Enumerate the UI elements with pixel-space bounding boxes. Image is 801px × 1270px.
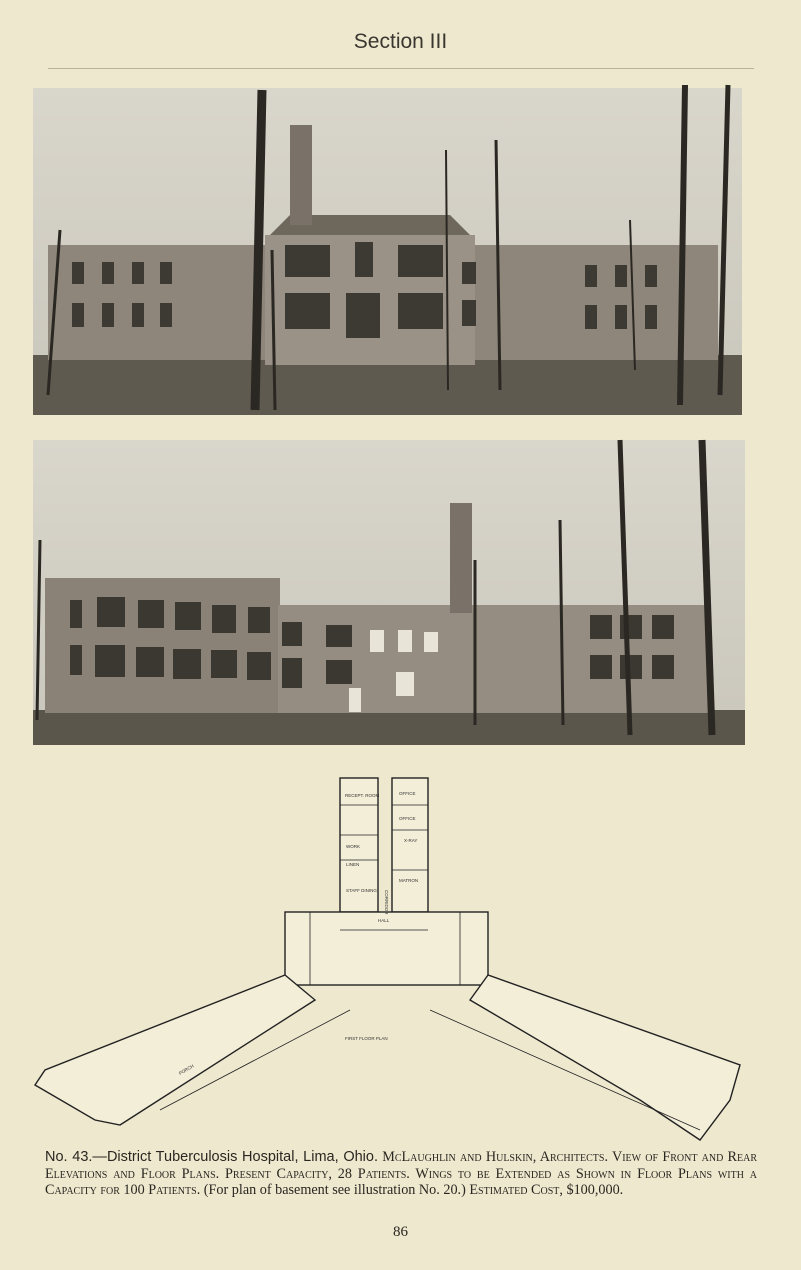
plan-label: LINEN	[346, 862, 359, 867]
plan-label: MATRON	[399, 878, 418, 883]
page-number: 86	[393, 1224, 408, 1240]
partitions	[159, 804, 701, 1131]
plan-label: OFFICE	[399, 816, 416, 821]
chimney	[450, 503, 472, 613]
ground	[33, 710, 745, 745]
trees	[46, 84, 731, 411]
caption-title: District Tuberculosis Hospital, Lima, Oh…	[106, 1149, 378, 1165]
left-wing	[34, 974, 317, 1126]
trees	[35, 439, 716, 736]
floor-plan	[34, 777, 741, 1141]
rear-photo	[33, 439, 745, 745]
caption-cost: Estimated Cost, $100,000.	[469, 1182, 624, 1198]
light-windows	[349, 630, 438, 712]
plan-label: OFFICE	[399, 791, 416, 796]
right-wing	[468, 974, 741, 1141]
cross-block	[284, 911, 489, 986]
plan-label: X-RAY	[404, 838, 417, 843]
plan-label: HALL	[378, 918, 390, 923]
front-photo	[33, 84, 742, 415]
illustrations: RECEPT. ROOM OFFICE OFFICE WORK X-RAY LI…	[33, 84, 745, 1141]
header-rule	[48, 68, 754, 69]
plan-label: STAFF DINING	[346, 888, 377, 893]
windows	[72, 242, 657, 338]
caption-text: McLaughlin and Hulskin, Architects. View…	[45, 1149, 758, 1198]
caption-number: No. 43.—	[45, 1149, 107, 1165]
caption: No. 43.—District Tuberculosis Hospital, …	[45, 1149, 757, 1199]
building	[278, 605, 708, 713]
plan-label: RECEPT. ROOM	[345, 793, 380, 798]
right-block	[391, 777, 429, 913]
section-header: Section III	[353, 30, 448, 53]
plan-label: CORRIDOR	[384, 890, 389, 915]
windows	[70, 597, 674, 688]
caption-note: (For plan of basement see illustration N…	[203, 1182, 466, 1198]
roof	[265, 215, 475, 240]
plan-label: WORK	[346, 844, 360, 849]
plan-title: FIRST FLOOR PLAN	[345, 1036, 388, 1041]
chimney	[290, 125, 312, 225]
